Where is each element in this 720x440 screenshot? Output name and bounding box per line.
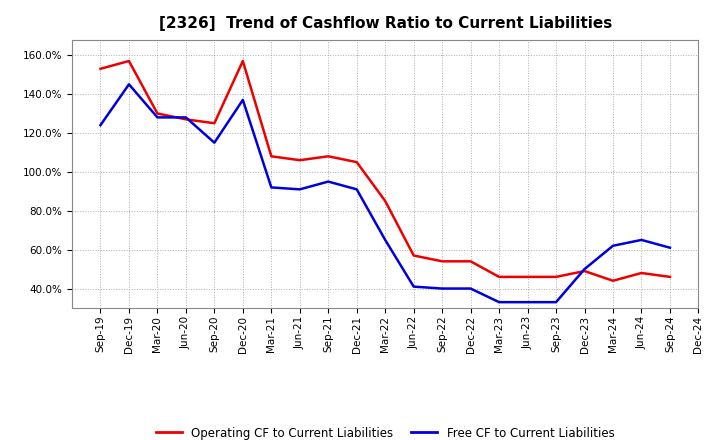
- Operating CF to Current Liabilities: [467, 259, 475, 264]
- Legend: Operating CF to Current Liabilities, Free CF to Current Liabilities: Operating CF to Current Liabilities, Fre…: [156, 427, 614, 440]
- Free CF to Current Liabilities: [467, 286, 475, 291]
- Operating CF to Current Liabilities: [580, 268, 589, 274]
- Operating CF to Current Liabilities: [153, 111, 162, 116]
- Operating CF to Current Liabilities: [410, 253, 418, 258]
- Free CF to Current Liabilities: [410, 284, 418, 289]
- Free CF to Current Liabilities: [608, 243, 617, 249]
- Free CF to Current Liabilities: [352, 187, 361, 192]
- Free CF to Current Liabilities: [125, 82, 133, 87]
- Operating CF to Current Liabilities: [608, 278, 617, 283]
- Operating CF to Current Liabilities: [125, 59, 133, 64]
- Free CF to Current Liabilities: [381, 237, 390, 242]
- Line: Operating CF to Current Liabilities: Operating CF to Current Liabilities: [101, 61, 670, 281]
- Free CF to Current Liabilities: [238, 97, 247, 103]
- Line: Free CF to Current Liabilities: Free CF to Current Liabilities: [101, 84, 670, 302]
- Operating CF to Current Liabilities: [238, 59, 247, 64]
- Free CF to Current Liabilities: [438, 286, 446, 291]
- Operating CF to Current Liabilities: [495, 274, 503, 279]
- Operating CF to Current Liabilities: [552, 274, 560, 279]
- Operating CF to Current Liabilities: [381, 198, 390, 204]
- Operating CF to Current Liabilities: [295, 158, 304, 163]
- Operating CF to Current Liabilities: [637, 270, 646, 275]
- Free CF to Current Liabilities: [295, 187, 304, 192]
- Operating CF to Current Liabilities: [267, 154, 276, 159]
- Free CF to Current Liabilities: [181, 115, 190, 120]
- Free CF to Current Liabilities: [637, 237, 646, 242]
- Operating CF to Current Liabilities: [324, 154, 333, 159]
- Free CF to Current Liabilities: [267, 185, 276, 190]
- Free CF to Current Liabilities: [552, 300, 560, 305]
- Operating CF to Current Liabilities: [438, 259, 446, 264]
- Free CF to Current Liabilities: [210, 140, 219, 145]
- Operating CF to Current Liabilities: [96, 66, 105, 71]
- Free CF to Current Liabilities: [495, 300, 503, 305]
- Free CF to Current Liabilities: [153, 115, 162, 120]
- Free CF to Current Liabilities: [580, 267, 589, 272]
- Title: [2326]  Trend of Cashflow Ratio to Current Liabilities: [2326] Trend of Cashflow Ratio to Curren…: [158, 16, 612, 32]
- Free CF to Current Liabilities: [96, 122, 105, 128]
- Operating CF to Current Liabilities: [181, 117, 190, 122]
- Operating CF to Current Liabilities: [523, 274, 532, 279]
- Operating CF to Current Liabilities: [210, 121, 219, 126]
- Operating CF to Current Liabilities: [665, 274, 674, 279]
- Operating CF to Current Liabilities: [352, 159, 361, 165]
- Free CF to Current Liabilities: [665, 245, 674, 250]
- Free CF to Current Liabilities: [324, 179, 333, 184]
- Free CF to Current Liabilities: [523, 300, 532, 305]
